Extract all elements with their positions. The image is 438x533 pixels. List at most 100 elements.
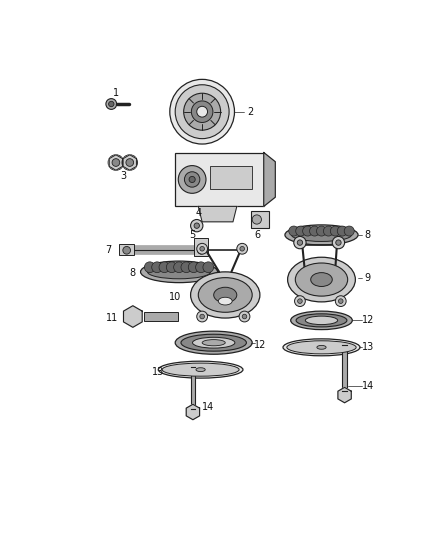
Circle shape (240, 246, 244, 251)
Ellipse shape (296, 314, 347, 327)
Circle shape (339, 299, 343, 303)
Ellipse shape (291, 311, 352, 329)
Circle shape (152, 262, 162, 273)
Ellipse shape (317, 345, 326, 349)
Ellipse shape (288, 257, 355, 302)
Circle shape (203, 262, 214, 273)
Circle shape (106, 99, 117, 109)
Text: 12: 12 (361, 316, 374, 325)
Ellipse shape (162, 363, 239, 376)
Ellipse shape (196, 368, 205, 372)
Ellipse shape (214, 287, 237, 303)
Ellipse shape (158, 361, 243, 378)
Circle shape (196, 262, 206, 273)
Circle shape (197, 244, 208, 254)
Circle shape (184, 172, 200, 187)
Circle shape (337, 226, 347, 236)
Text: 14: 14 (202, 401, 215, 411)
Bar (251, 211, 269, 228)
Circle shape (303, 226, 313, 236)
Bar (342, 345, 347, 391)
Circle shape (126, 159, 134, 166)
Ellipse shape (181, 334, 247, 351)
Polygon shape (338, 387, 351, 403)
Circle shape (112, 159, 120, 166)
Text: 1: 1 (113, 88, 119, 98)
Bar (144, 312, 178, 321)
Circle shape (294, 237, 306, 249)
Circle shape (200, 314, 205, 319)
Circle shape (317, 226, 326, 236)
Text: 3: 3 (120, 171, 127, 181)
Ellipse shape (191, 272, 260, 318)
Text: 14: 14 (362, 381, 374, 391)
Circle shape (159, 262, 170, 273)
Circle shape (189, 176, 195, 182)
Circle shape (108, 155, 124, 170)
Ellipse shape (148, 265, 211, 279)
Circle shape (122, 155, 138, 170)
Text: 12: 12 (254, 340, 266, 350)
Circle shape (109, 101, 114, 107)
Circle shape (170, 79, 234, 144)
Circle shape (298, 299, 302, 303)
Bar (119, 244, 134, 255)
Ellipse shape (305, 316, 338, 325)
Circle shape (198, 246, 205, 254)
Ellipse shape (285, 225, 358, 245)
Text: 8: 8 (364, 230, 371, 240)
Text: 13: 13 (362, 342, 374, 352)
Circle shape (336, 240, 341, 245)
Circle shape (178, 166, 206, 193)
Circle shape (297, 240, 303, 245)
Circle shape (188, 262, 199, 273)
Text: 5: 5 (189, 230, 195, 240)
Text: 9: 9 (364, 273, 371, 283)
Polygon shape (264, 152, 276, 206)
Bar (194, 238, 208, 256)
Bar (191, 367, 195, 409)
Ellipse shape (198, 278, 252, 312)
Ellipse shape (141, 261, 218, 282)
Text: 7: 7 (105, 245, 111, 255)
Circle shape (239, 311, 250, 322)
Circle shape (197, 311, 208, 322)
Circle shape (242, 314, 247, 319)
Text: 10: 10 (169, 292, 181, 302)
Polygon shape (186, 405, 200, 419)
Circle shape (173, 262, 184, 273)
Circle shape (145, 262, 155, 273)
Polygon shape (124, 306, 142, 327)
Circle shape (330, 226, 340, 236)
Circle shape (237, 244, 247, 254)
Circle shape (294, 296, 305, 306)
Text: 4: 4 (195, 207, 201, 217)
Circle shape (200, 246, 205, 251)
Polygon shape (198, 206, 237, 222)
Ellipse shape (287, 341, 356, 354)
Ellipse shape (311, 273, 332, 287)
Circle shape (191, 101, 213, 123)
Circle shape (181, 262, 192, 273)
Ellipse shape (202, 340, 225, 346)
Circle shape (184, 93, 221, 130)
Text: 6: 6 (254, 230, 261, 240)
Ellipse shape (295, 263, 348, 296)
Ellipse shape (291, 228, 352, 241)
Polygon shape (109, 155, 123, 170)
Polygon shape (123, 155, 136, 170)
Circle shape (197, 106, 208, 117)
Bar (210, 166, 252, 189)
Ellipse shape (193, 337, 235, 348)
Text: 11: 11 (106, 313, 118, 323)
Circle shape (123, 246, 131, 254)
Ellipse shape (218, 297, 232, 305)
Circle shape (323, 226, 333, 236)
Circle shape (289, 226, 299, 236)
Ellipse shape (175, 331, 252, 354)
Text: 2: 2 (247, 107, 253, 117)
Text: 13: 13 (152, 367, 164, 377)
Circle shape (344, 226, 354, 236)
Circle shape (296, 226, 306, 236)
Ellipse shape (283, 339, 360, 356)
